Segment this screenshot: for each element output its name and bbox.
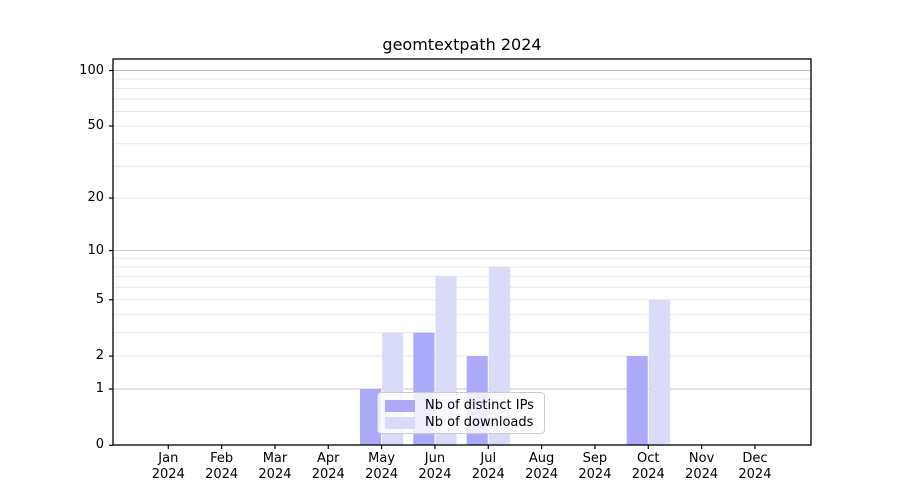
y-tick-label: 10 xyxy=(87,242,104,258)
bar xyxy=(648,299,670,445)
x-tick-label: Dec 2024 xyxy=(738,451,772,482)
x-tick-label: Nov 2024 xyxy=(685,451,719,482)
x-tick-label: Jul 2024 xyxy=(471,451,505,482)
bar xyxy=(626,356,648,445)
legend-swatch-distinct-ips xyxy=(385,399,415,412)
y-tick-label: 50 xyxy=(87,117,104,133)
y-tick-label: 100 xyxy=(79,62,104,78)
legend-swatch-downloads xyxy=(385,416,415,429)
x-tick-label: Sep 2024 xyxy=(578,451,612,482)
y-tick-label: 5 xyxy=(95,291,104,307)
legend: Nb of distinct IPs Nb of downloads xyxy=(377,392,545,434)
legend-label-downloads: Nb of downloads xyxy=(425,415,534,430)
y-tick-label: 2 xyxy=(95,348,104,364)
chart-title: geomtextpath 2024 xyxy=(382,35,542,54)
legend-label-distinct-ips: Nb of distinct IPs xyxy=(425,398,534,413)
legend-row: Nb of downloads xyxy=(385,414,544,431)
x-tick-label: Feb 2024 xyxy=(205,451,239,482)
y-tick-label: 20 xyxy=(87,190,104,206)
x-tick-label: Oct 2024 xyxy=(631,451,665,482)
x-tick-label: May 2024 xyxy=(365,451,399,482)
panel-border xyxy=(112,58,812,446)
legend-row: Nb of distinct IPs xyxy=(385,397,544,414)
x-tick-label: Aug 2024 xyxy=(525,451,559,482)
x-tick-label: Jan 2024 xyxy=(151,451,185,482)
bar xyxy=(360,389,382,445)
x-tick-label: Mar 2024 xyxy=(258,451,292,482)
x-tick-label: Jun 2024 xyxy=(418,451,452,482)
y-tick-label: 0 xyxy=(95,437,104,453)
y-tick-label: 1 xyxy=(95,381,104,396)
x-tick-label: Apr 2024 xyxy=(311,451,345,482)
